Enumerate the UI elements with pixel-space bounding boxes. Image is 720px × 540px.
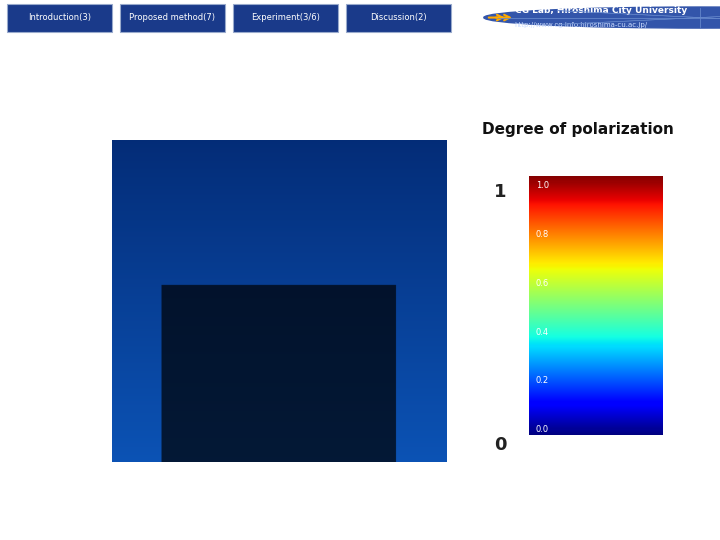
FancyBboxPatch shape — [346, 3, 451, 31]
Text: http://www.cg.info.hiroshima-cu.ac.jp/: http://www.cg.info.hiroshima-cu.ac.jp/ — [515, 22, 648, 28]
Text: 1: 1 — [494, 183, 507, 201]
Text: 0.4: 0.4 — [536, 328, 549, 336]
FancyBboxPatch shape — [233, 3, 338, 31]
Text: 0: 0 — [494, 436, 507, 455]
FancyBboxPatch shape — [120, 3, 225, 31]
Text: Degree of polarization: Degree of polarization — [168, 485, 552, 514]
Text: 0.0: 0.0 — [536, 425, 549, 434]
FancyBboxPatch shape — [7, 3, 112, 31]
Text: Introduction(3): Introduction(3) — [28, 13, 91, 22]
Text: 0.2: 0.2 — [536, 376, 549, 385]
Text: 1.0: 1.0 — [536, 181, 549, 191]
Text: Experiment(3/6): Experiment(3/6) — [251, 13, 320, 22]
Text: CG Lab, Hiroshima City University: CG Lab, Hiroshima City University — [515, 6, 687, 15]
Text: 0.8: 0.8 — [536, 230, 549, 239]
Text: Discussion(2): Discussion(2) — [370, 13, 427, 22]
Circle shape — [484, 7, 720, 28]
Text: Proposed method(7): Proposed method(7) — [130, 13, 215, 22]
Text: Degree of polarization: Degree of polarization — [482, 122, 674, 137]
Text: 0.6: 0.6 — [536, 279, 549, 288]
